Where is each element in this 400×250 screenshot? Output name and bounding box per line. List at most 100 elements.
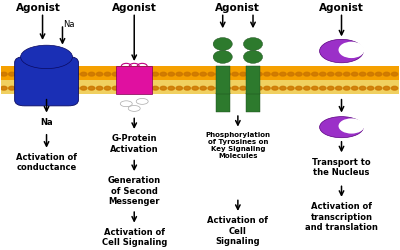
Circle shape [64, 86, 71, 90]
Circle shape [104, 86, 111, 90]
Circle shape [152, 72, 158, 76]
Bar [246, 66, 260, 94]
Text: Na: Na [63, 20, 74, 28]
Circle shape [232, 86, 238, 90]
Ellipse shape [338, 42, 364, 58]
Ellipse shape [136, 98, 148, 104]
Circle shape [208, 72, 214, 76]
Circle shape [40, 72, 47, 76]
Circle shape [383, 86, 390, 90]
Circle shape [360, 86, 366, 90]
Circle shape [40, 86, 47, 90]
Circle shape [48, 72, 55, 76]
Text: G-Protein
Activation: G-Protein Activation [110, 134, 158, 154]
Circle shape [200, 72, 206, 76]
Circle shape [144, 86, 150, 90]
Circle shape [264, 86, 270, 90]
Circle shape [120, 86, 127, 90]
Text: Transport to
the Nucleus: Transport to the Nucleus [312, 158, 371, 177]
Circle shape [104, 72, 111, 76]
Circle shape [152, 86, 158, 90]
Ellipse shape [320, 117, 364, 138]
Circle shape [128, 72, 135, 76]
Text: Na: Na [40, 118, 53, 127]
Ellipse shape [128, 106, 140, 111]
Circle shape [320, 72, 326, 76]
Text: Activation of
Cell
Signaling: Activation of Cell Signaling [207, 216, 268, 246]
Circle shape [224, 72, 230, 76]
Circle shape [328, 86, 334, 90]
Circle shape [312, 72, 318, 76]
Circle shape [288, 72, 294, 76]
Circle shape [248, 86, 254, 90]
Circle shape [1, 72, 7, 76]
Circle shape [160, 86, 166, 90]
Circle shape [280, 86, 286, 90]
Circle shape [56, 72, 63, 76]
Circle shape [160, 72, 166, 76]
Circle shape [120, 72, 127, 76]
Circle shape [375, 86, 382, 90]
Circle shape [112, 86, 119, 90]
Circle shape [352, 72, 358, 76]
Circle shape [80, 86, 87, 90]
Ellipse shape [120, 101, 132, 107]
Circle shape [96, 72, 103, 76]
Circle shape [9, 72, 15, 76]
Circle shape [296, 86, 302, 90]
Circle shape [32, 86, 39, 90]
Circle shape [296, 72, 302, 76]
Circle shape [136, 86, 143, 90]
Circle shape [304, 86, 310, 90]
Text: Phosphorylation
of Tyrosines on
Key Signaling
Molecules: Phosphorylation of Tyrosines on Key Sign… [205, 132, 270, 159]
Text: Activation of
Cell Signaling: Activation of Cell Signaling [102, 228, 167, 247]
Circle shape [336, 86, 342, 90]
Text: Agonist: Agonist [112, 3, 157, 13]
Bar [246, 93, 260, 112]
Circle shape [208, 86, 214, 90]
Circle shape [32, 72, 39, 76]
Bar [1, 66, 399, 80]
Circle shape [192, 72, 198, 76]
Circle shape [9, 86, 15, 90]
Text: Agonist: Agonist [216, 3, 260, 13]
Circle shape [383, 72, 390, 76]
Circle shape [232, 72, 238, 76]
Circle shape [96, 86, 103, 90]
Circle shape [391, 72, 398, 76]
Circle shape [368, 86, 374, 90]
Circle shape [240, 86, 246, 90]
Circle shape [168, 86, 174, 90]
Circle shape [336, 72, 342, 76]
Circle shape [64, 72, 71, 76]
Text: Activation of
conductance: Activation of conductance [16, 153, 77, 172]
Bar [216, 66, 230, 94]
Circle shape [48, 86, 55, 90]
Circle shape [272, 72, 278, 76]
Bar [216, 93, 230, 112]
Circle shape [352, 86, 358, 90]
Ellipse shape [244, 50, 262, 63]
Circle shape [304, 72, 310, 76]
Circle shape [176, 72, 182, 76]
Ellipse shape [244, 38, 262, 51]
Circle shape [184, 72, 190, 76]
Circle shape [360, 72, 366, 76]
Circle shape [368, 72, 374, 76]
Circle shape [264, 72, 270, 76]
Circle shape [144, 72, 150, 76]
Circle shape [192, 86, 198, 90]
Circle shape [312, 86, 318, 90]
Circle shape [216, 86, 222, 90]
Circle shape [88, 86, 95, 90]
Circle shape [280, 72, 286, 76]
Ellipse shape [213, 50, 232, 63]
Circle shape [17, 72, 23, 76]
Circle shape [25, 86, 31, 90]
Ellipse shape [21, 45, 72, 68]
Circle shape [112, 72, 119, 76]
Circle shape [176, 86, 182, 90]
Circle shape [391, 86, 398, 90]
FancyBboxPatch shape [15, 57, 78, 106]
Circle shape [272, 86, 278, 90]
